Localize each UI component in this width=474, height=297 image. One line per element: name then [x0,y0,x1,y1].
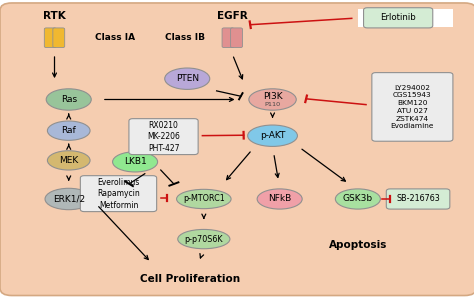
Text: RTK: RTK [43,11,66,21]
Ellipse shape [47,121,90,140]
Text: RX0210
MK-2206
PHT-427: RX0210 MK-2206 PHT-427 [147,121,180,153]
Text: ERK1/2: ERK1/2 [53,195,85,203]
Ellipse shape [257,189,302,209]
Text: p-p70S6K: p-p70S6K [184,235,223,244]
Ellipse shape [249,89,296,110]
Text: PI3K: PI3K [263,92,283,101]
FancyBboxPatch shape [372,73,453,141]
FancyBboxPatch shape [222,28,234,48]
Text: Apoptosis: Apoptosis [328,240,387,250]
Text: PTEN: PTEN [176,74,199,83]
Text: LKB1: LKB1 [124,157,146,166]
Ellipse shape [247,125,297,146]
Text: MEK: MEK [59,156,78,165]
Text: NFkB: NFkB [268,195,292,203]
Ellipse shape [46,89,91,110]
Ellipse shape [112,152,157,172]
FancyBboxPatch shape [53,28,64,48]
Text: P110: P110 [264,102,281,107]
FancyBboxPatch shape [45,28,56,48]
FancyBboxPatch shape [358,9,453,27]
Text: LY294002
CGS15943
BKM120
ATU 027
ZSTK474
Evodiamine: LY294002 CGS15943 BKM120 ATU 027 ZSTK474… [391,85,434,129]
Ellipse shape [47,151,90,170]
Ellipse shape [45,188,92,210]
Text: p-AKT: p-AKT [260,131,285,140]
Ellipse shape [165,68,210,89]
Ellipse shape [176,189,231,208]
Text: p-MTORC1: p-MTORC1 [183,195,225,203]
Text: Class IA: Class IA [95,33,135,42]
Text: SB-216763: SB-216763 [396,195,440,203]
Ellipse shape [336,189,380,209]
Text: Everolimus
Rapamycin
Metformin: Everolimus Rapamycin Metformin [97,178,140,210]
Text: Raf: Raf [61,126,76,135]
Text: Ras: Ras [61,95,77,104]
FancyBboxPatch shape [364,8,433,28]
Text: EGFR: EGFR [217,11,247,21]
FancyBboxPatch shape [0,3,474,296]
Text: GSK3b: GSK3b [343,195,373,203]
FancyBboxPatch shape [386,189,450,209]
Text: Erlotinib: Erlotinib [380,13,416,22]
Text: Class IB: Class IB [165,33,205,42]
FancyBboxPatch shape [129,119,198,154]
FancyBboxPatch shape [80,176,156,212]
Ellipse shape [178,229,230,249]
FancyBboxPatch shape [230,28,242,48]
Text: Cell Proliferation: Cell Proliferation [139,274,240,284]
